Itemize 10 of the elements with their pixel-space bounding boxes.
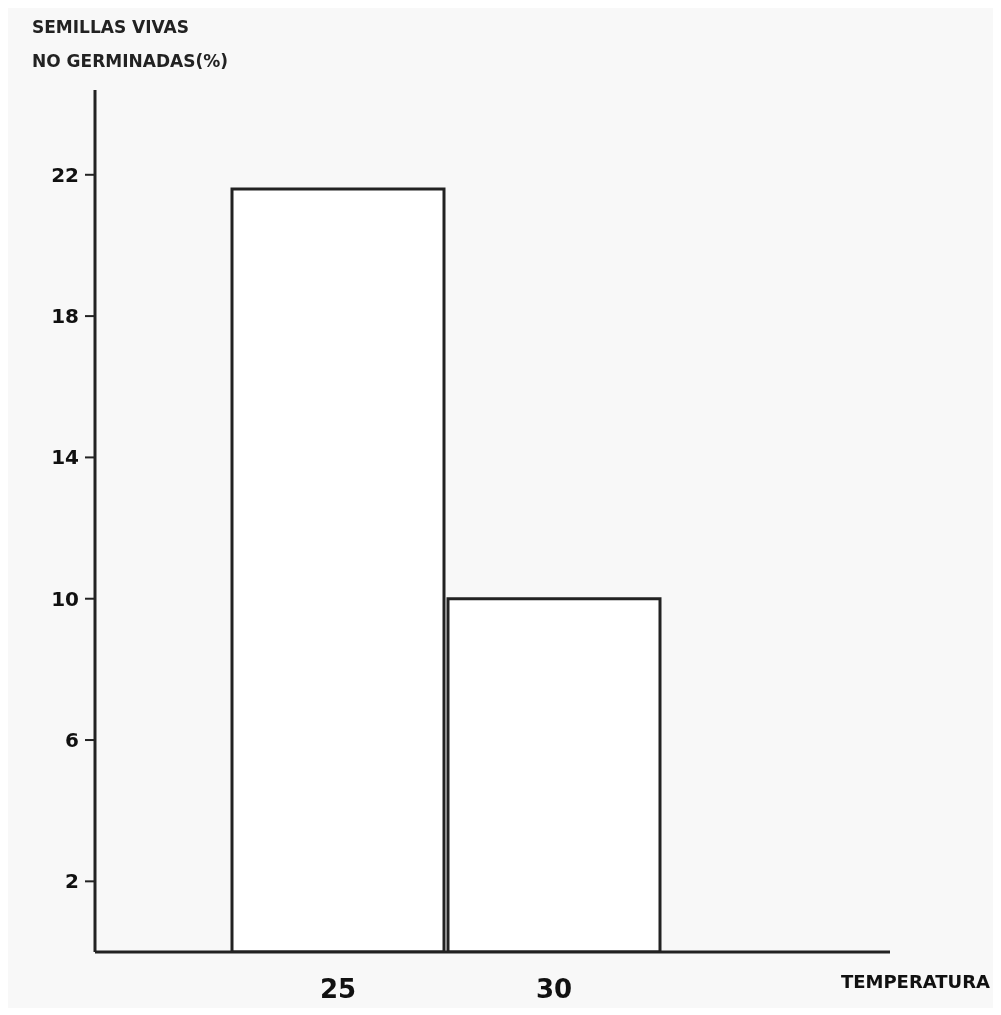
x-tick-label: 30 [535, 974, 573, 1005]
y-tick-label: 14 [51, 445, 79, 470]
y-tick-label: 6 [65, 728, 79, 753]
y-tick-label: 10 [51, 586, 79, 611]
y-axis-title: SEMILLAS VIVAS NO GERMINADAS(%) [32, 16, 228, 73]
y-tick-label: 18 [51, 304, 79, 329]
y-tick-label: 22 [51, 162, 79, 187]
y-tick-label: 2 [65, 869, 79, 894]
text: TEMPERATURA [840, 971, 991, 992]
x-tick-label: 25 [319, 974, 357, 1005]
